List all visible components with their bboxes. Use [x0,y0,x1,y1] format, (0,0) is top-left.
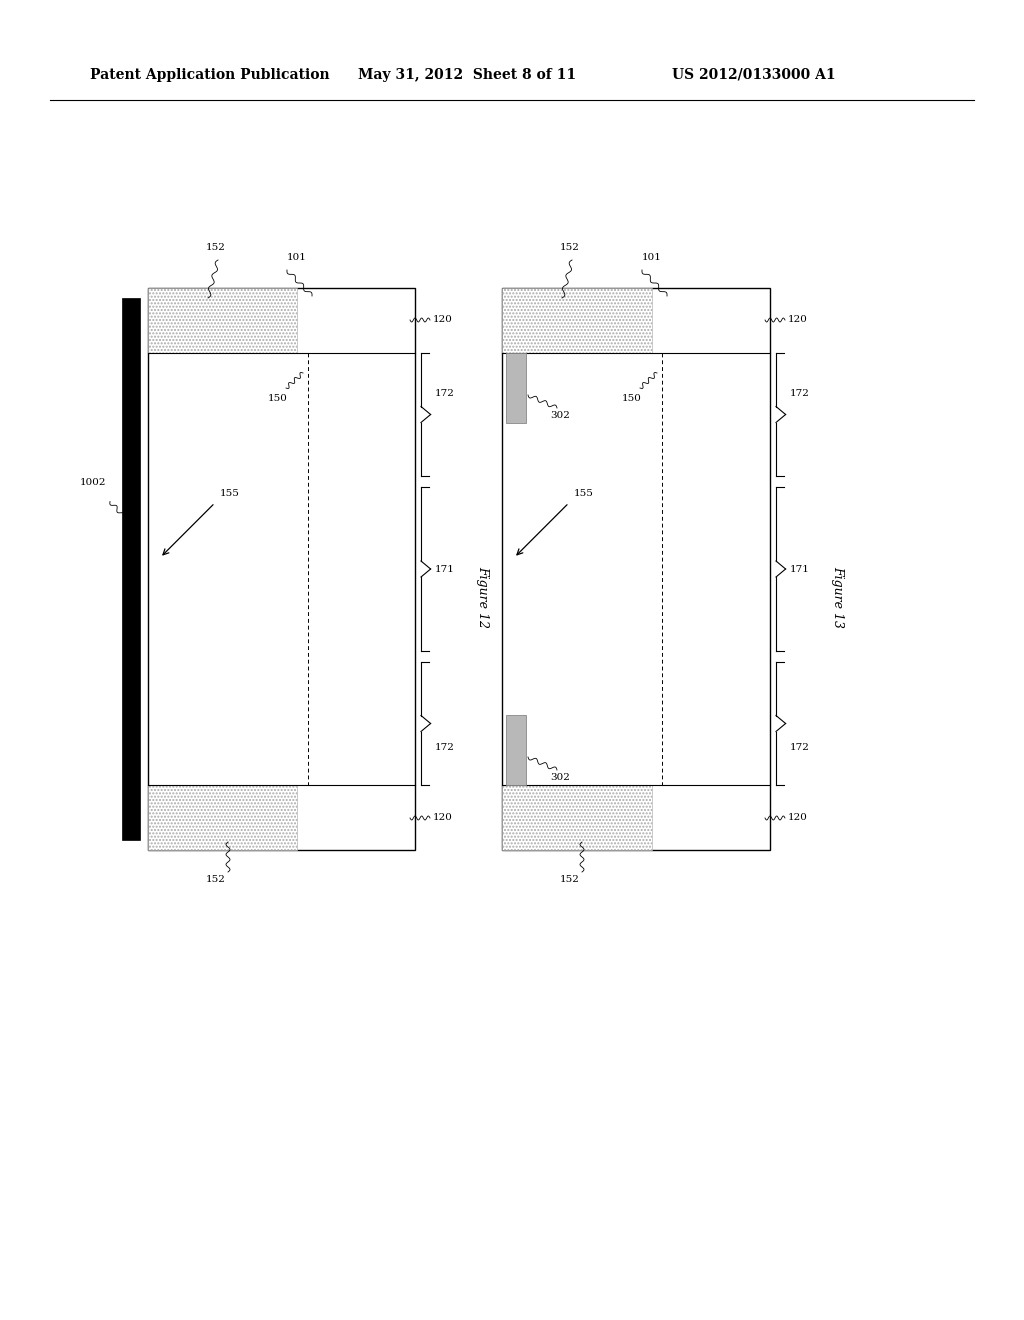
Text: 155: 155 [574,488,594,498]
Text: 171: 171 [435,565,455,573]
Text: 172: 172 [790,388,810,397]
Text: 150: 150 [622,393,642,403]
Text: 172: 172 [790,742,810,751]
Text: 120: 120 [433,315,453,325]
Text: Figure 13: Figure 13 [831,566,845,628]
Text: 152: 152 [206,243,226,252]
Bar [502,288,652,352]
Bar [122,298,140,840]
Text: 101: 101 [287,253,307,261]
Text: 152: 152 [560,875,580,884]
Text: Figure 12: Figure 12 [476,566,489,628]
Bar [148,288,297,352]
Text: 150: 150 [268,393,288,403]
Bar [148,288,415,850]
Bar [502,785,652,850]
Text: US 2012/0133000 A1: US 2012/0133000 A1 [672,69,836,82]
Text: 171: 171 [790,565,810,573]
Bar [506,715,526,785]
Bar [506,352,526,422]
Text: 302: 302 [550,774,570,781]
Text: 120: 120 [788,813,808,822]
Text: 101: 101 [642,253,662,261]
Text: 302: 302 [550,411,570,420]
Text: 152: 152 [206,875,226,884]
Text: 1002: 1002 [80,478,106,487]
Text: Patent Application Publication: Patent Application Publication [90,69,330,82]
Text: 172: 172 [435,742,455,751]
Bar [148,785,297,850]
Text: 155: 155 [220,488,240,498]
Text: 120: 120 [433,813,453,822]
Text: 172: 172 [435,388,455,397]
Text: 120: 120 [788,315,808,325]
Text: May 31, 2012  Sheet 8 of 11: May 31, 2012 Sheet 8 of 11 [358,69,577,82]
Text: 152: 152 [560,243,580,252]
Bar [502,288,770,850]
